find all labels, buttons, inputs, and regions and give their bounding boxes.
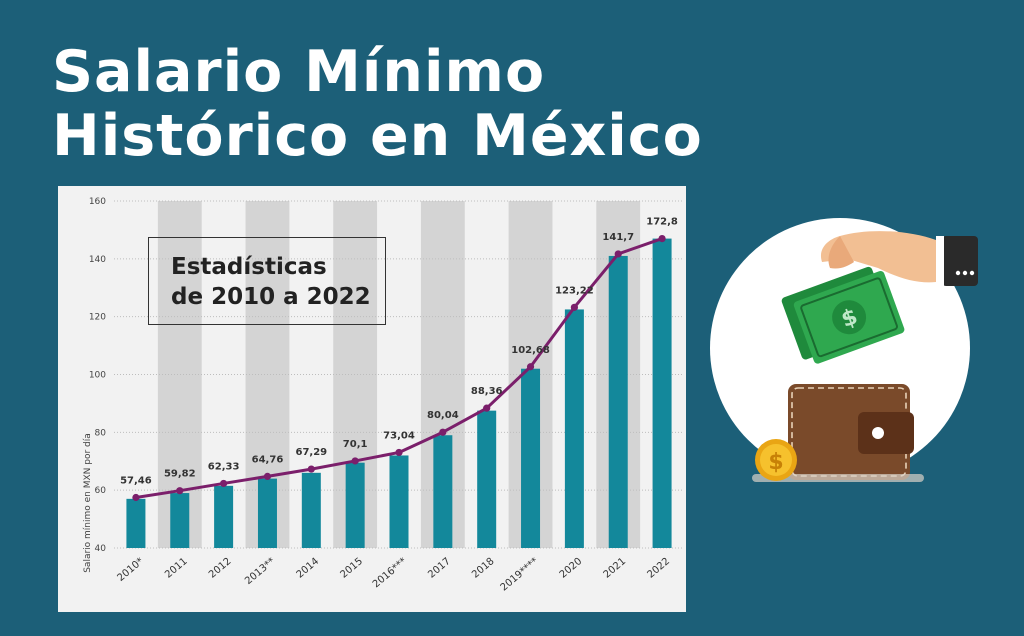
sleeve-cuff [942,236,978,286]
data-label: 102,68 [511,345,550,356]
y-tick-label: 100 [89,371,106,381]
bar [564,309,584,548]
data-label: 172,8 [646,217,678,228]
bar [389,455,409,548]
y-tick-label: 120 [89,313,106,323]
y-tick-label: 80 [95,428,107,438]
data-label: 64,76 [252,454,284,465]
line-point [176,487,184,495]
data-label: 70,1 [343,439,368,450]
bar [170,493,190,548]
x-tick-label: 2014 [295,556,322,581]
wallet-icon [752,384,924,482]
title-line-2: Histórico en México [52,103,703,169]
page-title: Salario Mínimo Histórico en México [52,40,703,168]
data-label: 67,29 [295,447,327,458]
x-tick-label: 2018 [470,556,497,581]
stats-box: Estadísticas de 2010 a 2022 [148,237,386,325]
svg-text:$: $ [768,450,783,475]
x-tick-label: 2011 [163,556,190,581]
line-point [132,493,140,502]
x-tick-label: 2020 [558,556,585,581]
x-tick-label: 2017 [426,556,453,581]
line-point [307,465,315,473]
title-line-1: Salario Mínimo [52,39,546,105]
bar [521,368,541,548]
hand-shape [820,231,936,283]
data-label: 123,22 [555,285,594,296]
bar [652,238,672,548]
x-tick-label: 2016*** [371,556,409,590]
data-label: 59,82 [164,469,196,480]
hand-icon [820,231,978,286]
data-label: 141,7 [602,232,634,243]
line-point [658,234,666,243]
line-point [614,250,622,258]
line-point [263,472,272,481]
bar [433,435,453,548]
y-axis-label: Salario mínimo en MXN por día [83,433,93,573]
x-tick-label: 2013** [243,556,277,587]
line-point [526,363,535,371]
line-point [220,479,228,488]
wallet-illustration: $ $ [710,218,978,482]
bar [257,478,277,548]
bar [301,472,321,548]
y-tick-label: 60 [95,486,107,496]
line-point [395,448,403,457]
bar [126,498,146,548]
bar [214,485,234,548]
line-point [483,404,491,412]
data-label: 80,04 [427,410,459,421]
line-point [439,428,447,436]
line-point [570,303,578,311]
x-tick-label: 2010* [115,556,145,584]
x-tick-label: 2021 [602,556,629,581]
y-tick-label: 140 [89,255,106,265]
y-tick-label: 40 [95,544,107,554]
bar [608,255,628,549]
y-tick-label: 160 [89,197,106,207]
coin-icon: $ [755,439,797,481]
bar-line-chart: 40 60 80 100 120 140 160 57,46 59,82 62,33 64,76 67… [89,197,684,594]
chart-panel: 40 60 80 100 120 140 160 57,46 59,82 62,33 64,76 67… [58,186,686,612]
data-label: 62,33 [208,461,240,472]
data-label: 57,46 [120,476,152,487]
x-tick-label: 2019**** [499,556,541,594]
x-tick-label: 2015 [339,556,366,581]
bar [345,462,365,548]
data-label: 73,04 [383,430,415,441]
line-point [351,457,359,465]
x-tick-label: 2022 [645,556,672,581]
stats-box-line-2: de 2010 a 2022 [171,284,371,310]
data-label: 88,36 [471,386,503,397]
bar [477,410,497,548]
x-tick-label: 2012 [207,556,234,581]
banknote-icon: $ [781,266,905,364]
stats-box-line-1: Estadísticas [171,254,327,280]
